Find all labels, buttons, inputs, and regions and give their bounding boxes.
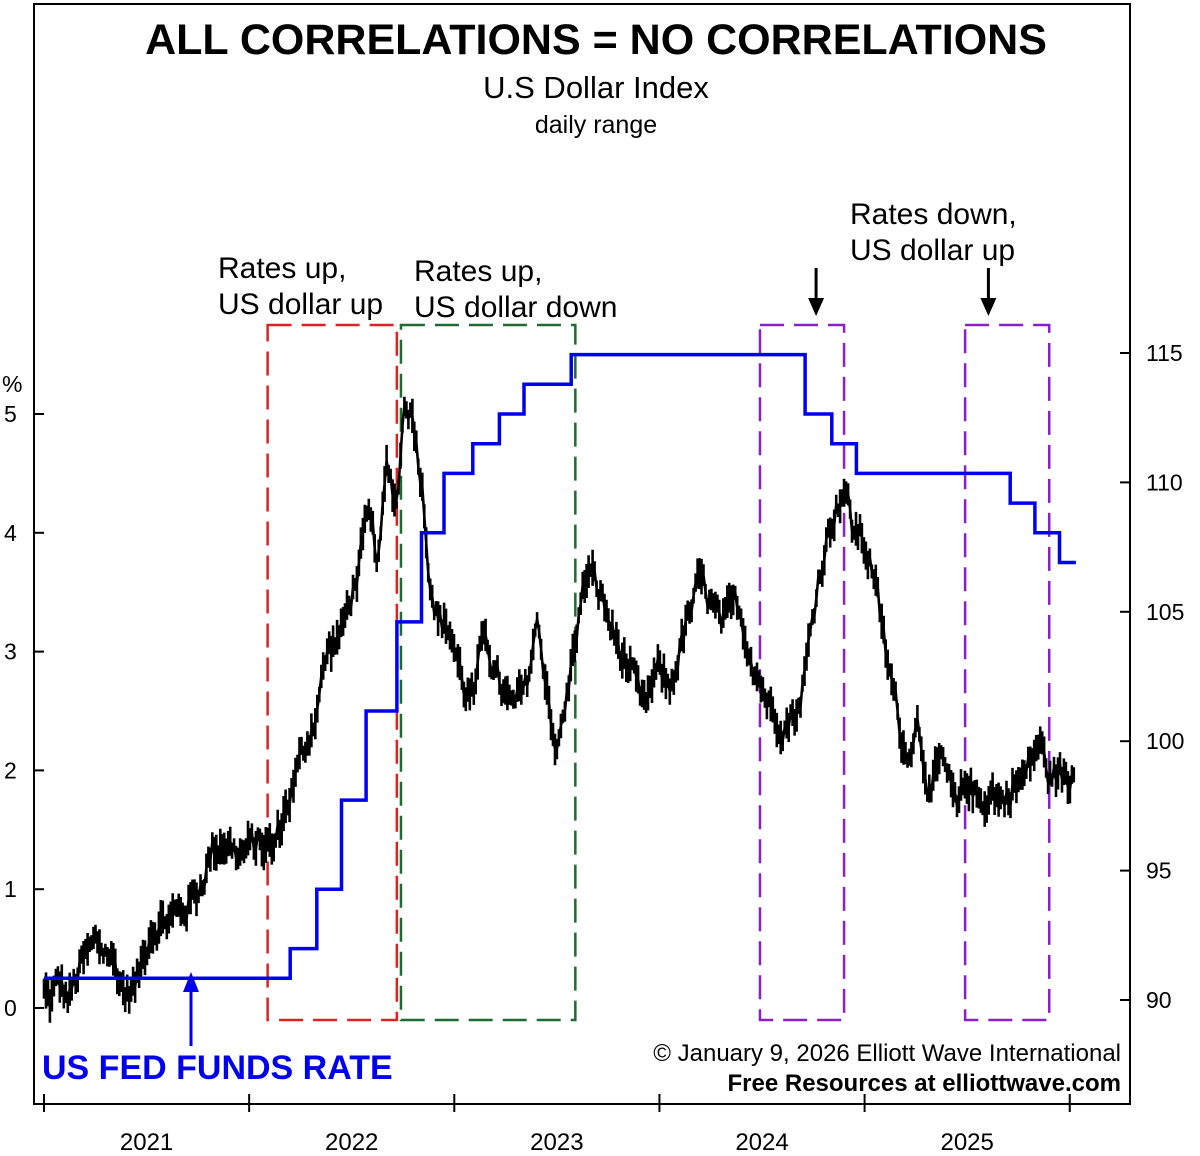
left-tick-label: 2 [4,757,17,783]
copyright-text: © January 9, 2026 Elliott Wave Internati… [653,1040,1121,1067]
annotation-text-line: US dollar up [218,288,383,321]
left-axis-ticks: 0 1 2 3 4 5 [4,401,44,1021]
annotation-text-line: Rates up, [414,255,542,288]
annotation-rates-down-dollar-up: Rates down, US dollar up [808,198,1017,316]
rate-label-arrow-head [183,972,199,992]
annotation-arrows [808,268,997,316]
annotation-rates-up-dollar-up: Rates up, US dollar up [218,252,383,321]
dollar-index-line [42,396,1076,1023]
left-tick-label: 5 [4,401,17,427]
right-tick-label: 115 [1146,340,1183,366]
fed-funds-rate-line [44,352,1076,981]
left-axis-unit: % [2,371,22,397]
plot-frame [33,3,1131,1105]
annotation-arrow-head [808,298,825,316]
right-tick-label: 105 [1146,599,1184,625]
x-tick-label: 2023 [530,1129,583,1156]
right-tick-label: 90 [1146,987,1172,1013]
chart-subtitle-range: daily range [535,111,657,139]
right-axis-ticks: 90 95 100 105 110 115 [1120,340,1184,1013]
x-tick-label: 2025 [940,1129,993,1156]
x-tick-label: 2022 [325,1129,378,1156]
x-tick-label: 2024 [735,1129,788,1156]
left-tick-label: 3 [4,639,17,665]
right-tick-label: 95 [1146,858,1172,884]
rate-label: US FED FUNDS RATE [42,1049,393,1087]
right-tick-label: 110 [1146,469,1183,495]
left-tick-label: 4 [4,520,17,546]
highlight-box [399,323,577,1022]
left-tick-label: 0 [4,995,17,1021]
annotation-text-line: US dollar up [850,234,1015,267]
chart-subtitle: U.S Dollar Index [483,70,709,105]
highlight-box [963,323,1051,1022]
annotation-text-line: Rates down, [850,198,1017,231]
annotation-rates-up-dollar-down: Rates up, US dollar down [414,255,617,324]
resources-text: Free Resources at elliottwave.com [728,1070,1122,1097]
right-tick-label: 100 [1146,728,1184,754]
rate-label-group: US FED FUNDS RATE [42,972,393,1087]
left-tick-label: 1 [4,876,17,902]
x-tick-label: 2021 [120,1129,173,1156]
annotation-text-line: US dollar down [414,291,617,324]
x-axis-ticks: 2021 2022 2023 2024 2025 [34,1094,1130,1156]
annotation-text-line: Rates up, [218,252,346,285]
chart-title: ALL CORRELATIONS = NO CORRELATIONS [145,16,1047,64]
annotation-arrow-head [980,298,997,316]
